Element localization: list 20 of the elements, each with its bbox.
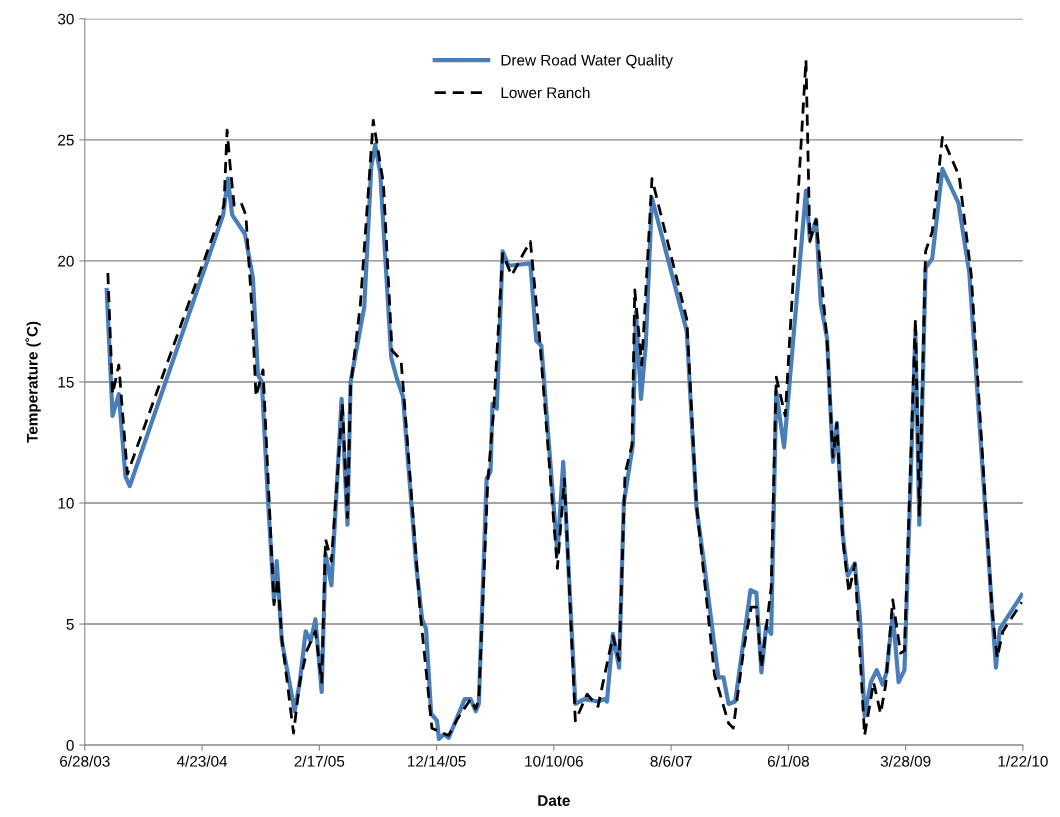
y-tick-label: 0 xyxy=(66,739,74,751)
x-tick-label: 10/10/06 xyxy=(525,755,583,767)
x-tick-label: 4/23/04 xyxy=(176,755,228,767)
y-tick-label: 20 xyxy=(58,255,74,267)
x-tick-label: 1/22/10 xyxy=(998,755,1048,767)
y-tick-label: 25 xyxy=(58,134,74,146)
y-tick-label: 15 xyxy=(58,376,74,388)
x-tick-label: 2/17/05 xyxy=(294,755,345,767)
x-tick-label: 12/14/05 xyxy=(408,755,466,767)
y-tick-label: 5 xyxy=(66,619,74,630)
legend-label: Lower Ranch xyxy=(501,86,590,99)
x-tick-label: 8/6/07 xyxy=(650,755,692,767)
legend-label: Drew Road Water Quality xyxy=(501,54,673,69)
x-tick-label: 6/28/03 xyxy=(60,755,110,767)
y-tick-label: 10 xyxy=(58,497,74,509)
x-tick-label: 3/28/09 xyxy=(880,755,931,767)
x-axis-title: Date xyxy=(538,795,570,806)
x-tick-label: 6/1/08 xyxy=(767,755,809,767)
y-axis-title: Temperature (˚C) xyxy=(25,321,41,443)
y-tick-label: 30 xyxy=(57,13,74,25)
